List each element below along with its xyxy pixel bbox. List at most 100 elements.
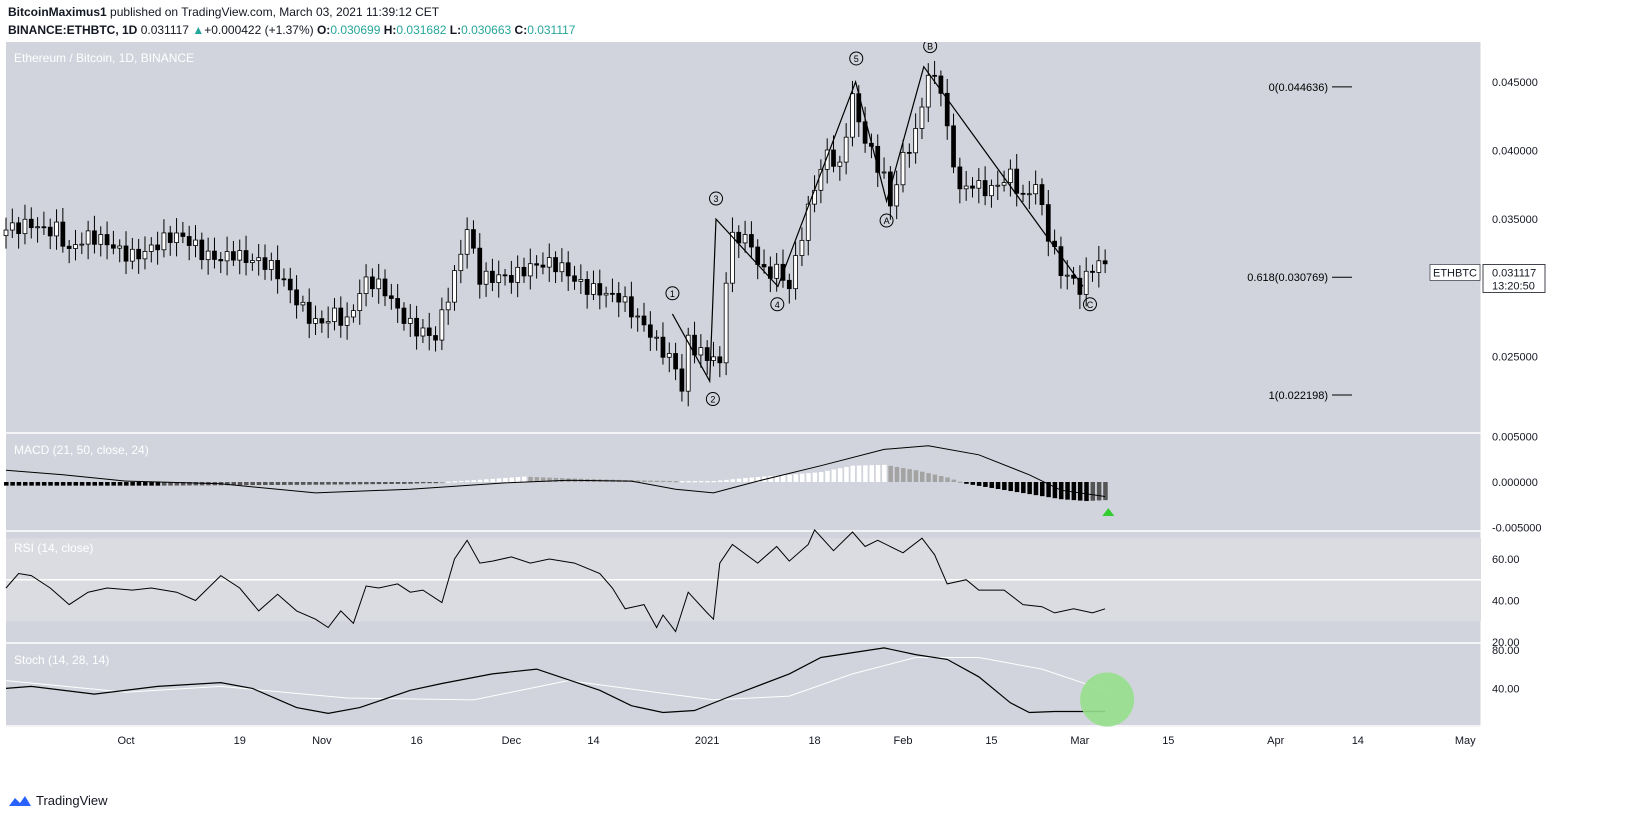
candle-body bbox=[831, 149, 836, 167]
stoch-pane[interactable]: 80.00 40.00 bbox=[5, 645, 1520, 727]
macd-histogram-bar bbox=[402, 482, 407, 484]
macd-histogram-bar bbox=[799, 473, 805, 482]
candle-body bbox=[28, 218, 34, 229]
candle-body bbox=[148, 244, 154, 252]
macd-histogram-bar bbox=[755, 477, 761, 482]
candle-body bbox=[957, 166, 963, 190]
candle-body bbox=[73, 244, 78, 249]
macd-histogram-bar bbox=[661, 480, 666, 483]
time-tick-label: 15 bbox=[1162, 735, 1174, 747]
candle-body bbox=[862, 121, 868, 144]
macd-histogram-bar bbox=[1090, 482, 1096, 501]
macd-histogram-bar bbox=[22, 482, 28, 486]
macd-histogram-bar bbox=[427, 482, 432, 484]
candle-body bbox=[370, 276, 375, 290]
candle-body bbox=[843, 136, 849, 163]
macd-histogram-bar bbox=[414, 482, 420, 484]
macd-histogram-bar bbox=[724, 479, 729, 482]
candle-body bbox=[704, 347, 710, 361]
candle-body bbox=[1020, 192, 1026, 195]
candle-body bbox=[243, 250, 249, 263]
price-pane[interactable]: 0.0450000.0400000.0350000.0300000.025000… bbox=[3, 42, 1546, 407]
macd-histogram-bar bbox=[1046, 482, 1051, 498]
candle-body bbox=[742, 234, 748, 244]
candle-body bbox=[66, 245, 72, 249]
candle-body bbox=[205, 250, 211, 261]
candle-body bbox=[54, 221, 59, 237]
macd-histogram-bar bbox=[408, 482, 413, 484]
macd-histogram-bar bbox=[465, 480, 470, 482]
candle-body bbox=[761, 264, 767, 268]
candle-body bbox=[591, 283, 596, 295]
wave-label-circle bbox=[923, 42, 938, 54]
stoch-highlight-circle bbox=[1080, 672, 1135, 727]
macd-histogram-bar bbox=[1040, 482, 1045, 497]
macd-histogram-bar bbox=[60, 482, 66, 486]
candle-body bbox=[281, 278, 287, 281]
brand-footer[interactable]: TradingView bbox=[8, 793, 108, 808]
macd-histogram-bar bbox=[667, 480, 672, 483]
macd-histogram-bar bbox=[275, 482, 281, 485]
wave-label: 5 bbox=[854, 54, 859, 64]
candle-body bbox=[439, 309, 445, 341]
macd-histogram-bar bbox=[98, 482, 104, 486]
macd-histogram-bar bbox=[161, 482, 167, 486]
author-name[interactable]: BitcoinMaximus1 bbox=[8, 5, 107, 19]
macd-histogram-bar bbox=[54, 482, 60, 486]
candle-body bbox=[155, 244, 160, 251]
macd-histogram-bar bbox=[439, 482, 445, 484]
publish-info: published on TradingView.com, March 03, … bbox=[110, 5, 440, 19]
candle-body bbox=[458, 253, 464, 272]
macd-histogram-bar bbox=[648, 480, 653, 482]
candle-body bbox=[60, 221, 66, 247]
stoch-d-line bbox=[5, 657, 1106, 701]
candle-body bbox=[325, 321, 331, 324]
macd-histogram-bar bbox=[263, 482, 268, 486]
candle-body bbox=[199, 239, 205, 261]
macd-histogram-bar bbox=[187, 482, 192, 486]
macd-histogram-bar bbox=[957, 481, 963, 483]
macd-histogram-bar bbox=[345, 482, 350, 485]
candle-body bbox=[388, 295, 394, 299]
macd-histogram-bar bbox=[995, 482, 1001, 489]
candle-body bbox=[464, 229, 470, 255]
rsi-pane[interactable]: 60.00 40.00 20.00 bbox=[5, 528, 1520, 649]
candle-body bbox=[508, 275, 514, 283]
candle-body bbox=[793, 255, 798, 290]
candle-body bbox=[970, 185, 975, 189]
macd-histogram-bar bbox=[326, 482, 331, 485]
macd-histogram-bar bbox=[383, 482, 388, 485]
time-tick-label: Mar bbox=[1070, 735, 1089, 747]
candle-body bbox=[268, 260, 274, 270]
macd-histogram-bar bbox=[875, 464, 881, 482]
candle-body bbox=[900, 151, 906, 186]
candle-body bbox=[666, 353, 672, 358]
macd-histogram-bar bbox=[705, 481, 710, 483]
candle-body bbox=[294, 289, 299, 306]
macd-histogram-bar bbox=[370, 482, 375, 485]
candle-body bbox=[79, 243, 85, 246]
macd-pane[interactable]: 0.005000 0.000000 -0.005000 bbox=[4, 432, 1542, 535]
macd-histogram-bar bbox=[837, 468, 843, 482]
macd-title: MACD (21, 50, close, 24) bbox=[14, 443, 149, 457]
candle-body bbox=[584, 279, 590, 295]
macd-histogram-bar bbox=[1096, 482, 1102, 501]
ohlc-line: BINANCE:ETHBTC, 1D 0.031117 ▲+0.000422 (… bbox=[8, 23, 575, 37]
candle-body bbox=[894, 184, 900, 207]
candle-body bbox=[597, 283, 603, 296]
wave-label-circle bbox=[665, 286, 680, 301]
fib-level-label: 1(0.022198) bbox=[1269, 390, 1328, 402]
macd-histogram-bar bbox=[534, 477, 540, 482]
macd-histogram-bar bbox=[446, 481, 451, 483]
macd-histogram-bar bbox=[844, 466, 849, 482]
macd-histogram-bar bbox=[894, 466, 900, 482]
time-tick-label: 16 bbox=[410, 735, 422, 747]
candle-body bbox=[1090, 270, 1095, 273]
wave-label: 3 bbox=[714, 194, 719, 204]
macd-histogram-bar bbox=[10, 482, 15, 486]
chart-area[interactable]: 0.0450000.0400000.0350000.0300000.025000… bbox=[0, 42, 1627, 756]
macd-histogram-bar bbox=[79, 482, 85, 486]
macd-histogram-bar bbox=[1021, 482, 1026, 494]
candle-body bbox=[749, 234, 754, 248]
macd-histogram-bar bbox=[1084, 482, 1089, 502]
